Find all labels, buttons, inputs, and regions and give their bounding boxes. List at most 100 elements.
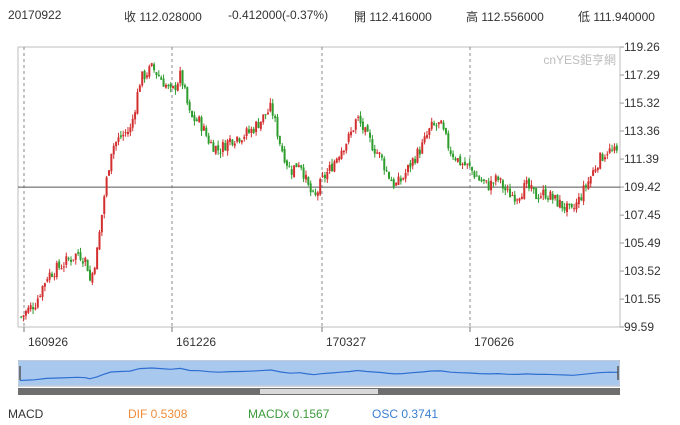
candle-body — [369, 132, 372, 138]
candle-body — [523, 183, 526, 199]
candle-body — [238, 138, 241, 142]
candle-body — [193, 115, 196, 121]
candle-body — [22, 315, 25, 317]
candle-body — [459, 156, 462, 166]
candle-body — [252, 128, 255, 133]
candle-body — [110, 153, 113, 172]
candle-body — [20, 316, 23, 318]
candle-body — [537, 197, 540, 200]
candle-body — [172, 86, 175, 88]
candle-body — [492, 182, 495, 184]
candle-body — [91, 273, 94, 283]
candle-body — [347, 133, 350, 142]
candle-body — [354, 119, 357, 130]
quote-close: 收 112.028000 — [124, 10, 202, 24]
candle-body — [409, 163, 412, 168]
candle-body — [181, 70, 184, 86]
candle-body — [516, 199, 519, 201]
candle-body — [539, 196, 542, 198]
candle-body — [41, 286, 44, 297]
candle-body — [186, 87, 189, 104]
candle-body — [328, 164, 331, 171]
candle-body — [482, 179, 485, 181]
candle-body — [103, 196, 106, 214]
candle-body — [86, 259, 89, 272]
candle-body — [435, 125, 438, 127]
candle-body — [179, 70, 182, 84]
macd-label: MACD — [8, 407, 44, 421]
candle-body — [442, 122, 445, 130]
candle-body — [312, 190, 315, 192]
candle-body — [388, 171, 391, 179]
candle-body — [148, 66, 151, 77]
candle-body — [62, 266, 65, 268]
candle-body — [558, 199, 561, 208]
candle-body — [183, 85, 186, 88]
candle-body — [24, 311, 27, 316]
candle-body — [613, 146, 616, 151]
candle-body — [380, 154, 383, 158]
candle-body — [371, 139, 374, 151]
candle-body — [606, 154, 609, 156]
x-tick-label: 161226 — [176, 335, 216, 349]
y-tick-label: 107.45 — [624, 208, 661, 222]
candle-body — [278, 136, 281, 144]
candle-body — [376, 152, 379, 154]
candle-body — [596, 167, 599, 171]
candle-body — [81, 261, 84, 264]
candle-body — [150, 63, 153, 67]
candle-body — [444, 128, 447, 134]
range-navigator[interactable] — [18, 360, 620, 396]
candle-body — [397, 176, 400, 185]
y-tick-label: 101.55 — [624, 292, 661, 306]
candle-body — [29, 305, 32, 310]
candle-body — [247, 129, 250, 133]
candle-body — [509, 188, 512, 198]
quote-header: 20170922 收 112.028000 -0.412000(-0.37%) … — [0, 0, 680, 36]
y-tick-label: 109.42 — [624, 180, 661, 194]
candle-body — [214, 145, 217, 154]
candle-body — [188, 102, 191, 111]
candle-body — [615, 145, 618, 151]
candle-body — [266, 112, 269, 115]
candle-body — [390, 179, 393, 182]
candle-body — [570, 203, 573, 208]
candle-body — [589, 176, 592, 184]
candle-body — [518, 198, 521, 201]
candle-body — [513, 194, 516, 202]
candle-body — [430, 121, 433, 129]
candle-body — [224, 142, 227, 151]
candle-body — [195, 119, 198, 122]
candle-body — [51, 273, 54, 277]
navigator-selection[interactable] — [19, 361, 619, 385]
candle-body — [468, 162, 471, 166]
candle-body — [399, 178, 402, 182]
price-chart[interactable]: 119.26 117.29 115.32 113.36 111.39 109.42 107.… — [0, 0, 680, 360]
candle-body — [307, 176, 310, 185]
candle-body — [530, 184, 533, 189]
candle-body — [77, 252, 80, 254]
candle-body — [528, 178, 531, 189]
quote-change: -0.412000(-0.37%) — [228, 8, 329, 22]
candle-body — [48, 272, 51, 280]
candle-body — [326, 172, 329, 180]
candle-body — [191, 110, 194, 117]
candle-body — [74, 253, 77, 260]
candle-body — [257, 121, 260, 128]
quote-date: 20170922 — [8, 8, 62, 22]
navigator-scrollbar-thumb[interactable] — [260, 389, 378, 394]
candle-body — [454, 158, 457, 161]
candle-body — [290, 169, 293, 175]
candle-body — [107, 170, 110, 176]
candle-body — [264, 114, 267, 116]
candle-body — [416, 148, 419, 163]
candle-body — [340, 150, 343, 159]
candle-body — [447, 133, 450, 149]
candle-body — [297, 165, 300, 167]
candle-body — [231, 139, 234, 145]
candle-body — [43, 283, 46, 287]
candle-body — [575, 202, 578, 210]
candle-body — [89, 269, 92, 281]
candle-body — [414, 158, 417, 164]
candle-body — [487, 181, 490, 191]
